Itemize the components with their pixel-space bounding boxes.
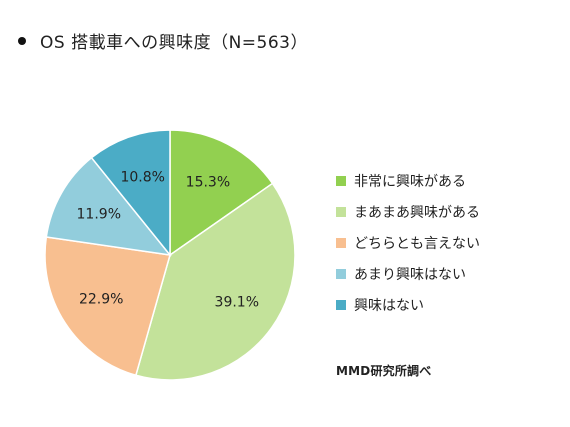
legend-swatch — [336, 237, 346, 248]
pie-slice-1 — [169, 129, 274, 257]
legend-swatch — [336, 207, 346, 218]
slice-label-5: 10.8% — [120, 170, 164, 186]
legend-item-1: 非常に興味がある — [336, 166, 480, 197]
pie-slice-4 — [45, 156, 172, 257]
slice-label-2: 39.1% — [215, 295, 259, 311]
legend-item-5: 興味はない — [336, 289, 480, 320]
legend-item-3: どちらとも言えない — [336, 228, 480, 259]
legend-item-2: まあまあ興味がある — [336, 197, 480, 228]
chart-title-row: OS 搭載車への興味度（N=563） — [18, 28, 308, 53]
pie-slice-2 — [134, 182, 296, 381]
legend-swatch — [336, 299, 346, 310]
chart-title: OS 搭載車への興味度（N=563） — [40, 33, 308, 53]
source-note: MMD研究所調べ — [336, 364, 432, 378]
slice-label-3: 22.9% — [79, 292, 123, 308]
pie-slice-3 — [44, 236, 171, 377]
legend-label: あまり興味はない — [354, 266, 466, 283]
legend-label: 非常に興味がある — [354, 174, 466, 191]
legend-label: まあまあ興味がある — [354, 205, 480, 222]
chart-legend: 非常に興味がある まあまあ興味がある どちらとも言えない あまり興味はない 興味はない — [336, 166, 480, 320]
legend-swatch — [336, 176, 346, 187]
slice-label-1: 15.3% — [186, 174, 230, 190]
legend-item-4: あまり興味はない — [336, 258, 480, 289]
slice-label-4: 11.9% — [77, 206, 121, 222]
bullet-icon — [18, 36, 26, 45]
pie-slice-5 — [90, 129, 171, 258]
legend-swatch — [336, 268, 346, 279]
legend-label: どちらとも言えない — [354, 235, 480, 252]
legend-label: 興味はない — [354, 297, 424, 314]
